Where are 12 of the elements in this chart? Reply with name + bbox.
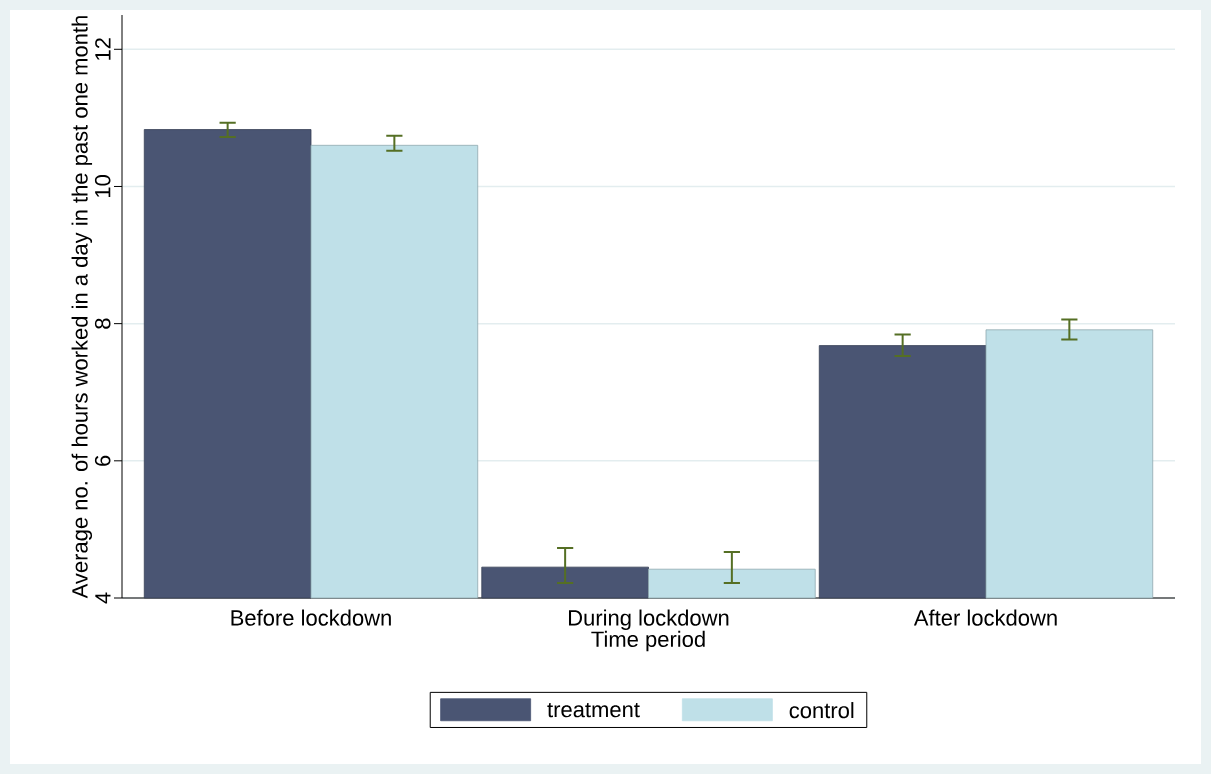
x-axis-title: Time period [591,630,705,652]
y-tick-label: 10 [94,175,111,198]
y-tick-label: 6 [94,455,111,466]
x-tick-label: After lockdown [913,609,1057,626]
y-tick-label: 4 [95,592,111,604]
x-tick-label: During lockdown [568,609,729,631]
y-axis-title: Average no. of hours worked in a day in the past one month [71,16,93,599]
y-tick-label: 8 [94,318,111,329]
legend-label: control [789,702,854,719]
x-tick-label: Before lockdown [231,609,391,626]
legend-label: treatment [547,702,640,718]
y-tick-label: 12 [95,38,111,60]
